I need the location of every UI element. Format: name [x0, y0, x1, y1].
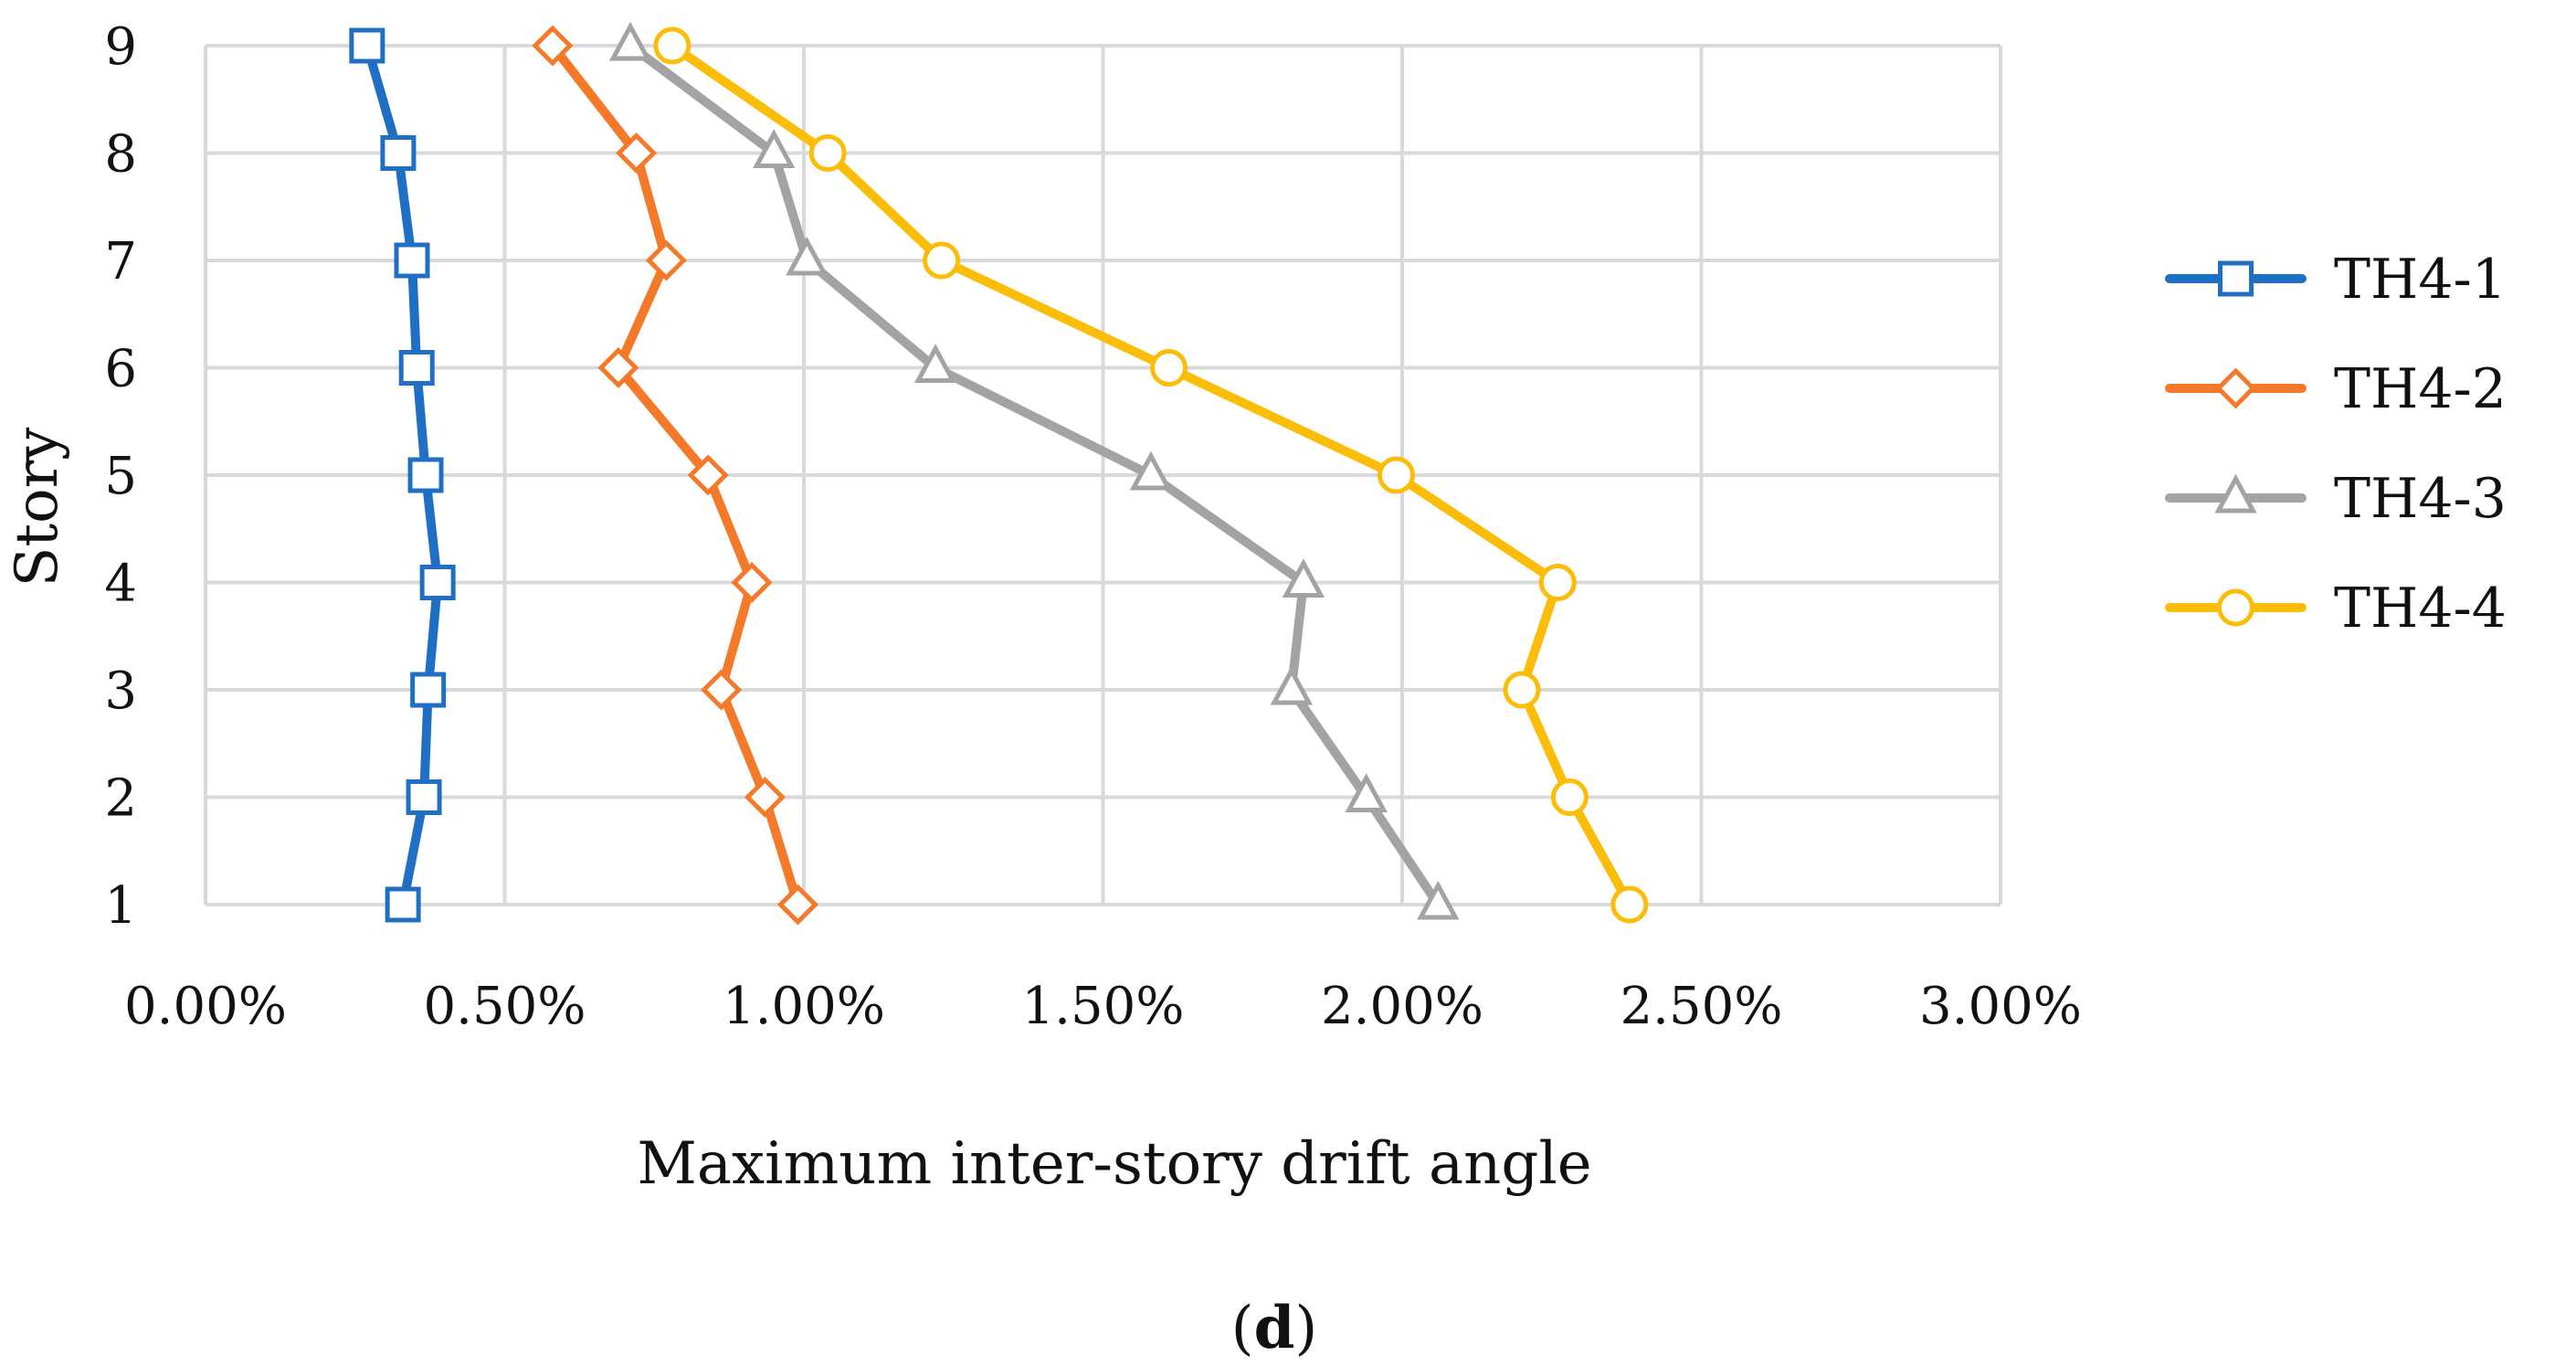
legend-label: TH4-3	[2334, 467, 2507, 531]
legend-item: TH4-3	[2165, 467, 2507, 531]
series-th4-1	[349, 27, 456, 923]
y-tick-label: 7	[104, 232, 137, 291]
data-point-square	[385, 886, 421, 923]
y-tick-label: 2	[104, 769, 137, 829]
data-point-triangle	[1129, 450, 1173, 491]
data-point-square	[380, 135, 417, 171]
data-point-circle	[1150, 349, 1188, 387]
legend: TH4-1 TH4-2 TH4-3 TH4-4	[2165, 248, 2507, 641]
data-point-triangle	[753, 129, 796, 168]
data-point-square	[419, 565, 456, 600]
data-point-circle	[1377, 456, 1415, 494]
grid	[204, 44, 2002, 906]
data-point-diamond	[616, 132, 658, 175]
data-point-square	[406, 779, 442, 815]
legend-marker-triangle	[2214, 473, 2257, 514]
x-tick-label: 0.00%	[124, 977, 287, 1036]
data-point-circle	[1538, 564, 1577, 601]
legend-item: TH4-2	[2165, 357, 2507, 421]
data-point-circle	[1550, 778, 1589, 816]
series-th4-2	[532, 25, 818, 926]
y-tick-label: 1	[104, 876, 137, 936]
data-point-triangle	[608, 21, 652, 61]
data-point-triangle	[1282, 558, 1325, 598]
data-point-diamond	[645, 239, 687, 281]
series-th4-4	[653, 26, 1649, 924]
legend-marker-circle	[2217, 588, 2254, 627]
y-tick-label: 5	[104, 447, 137, 506]
x-tick-label: 2.50%	[1621, 977, 1783, 1036]
x-tick-label: 1.00%	[723, 977, 885, 1036]
y-axis-ticks: 1 2 3 4 5 6 7 8 9	[104, 17, 137, 936]
y-tick-label: 9	[104, 17, 137, 77]
data-point-triangle	[786, 236, 829, 276]
data-point-diamond	[776, 884, 818, 926]
legend-label: TH4-1	[2334, 248, 2507, 312]
y-tick-label: 3	[104, 662, 137, 721]
data-point-diamond	[744, 776, 786, 819]
legend-item: TH4-1	[2165, 248, 2507, 312]
data-point-triangle	[1270, 665, 1314, 705]
data-point-diamond	[731, 561, 773, 604]
series-lines	[349, 21, 1649, 926]
y-tick-label: 4	[104, 555, 137, 614]
data-point-diamond	[701, 669, 743, 711]
data-point-triangle	[1345, 773, 1388, 812]
legend-marker-diamond	[2214, 367, 2257, 409]
x-tick-label: 3.00%	[1919, 977, 2082, 1036]
caption-open-paren: (	[1231, 1295, 1254, 1362]
legend-item: TH4-4	[2165, 577, 2507, 641]
data-point-diamond	[687, 454, 729, 496]
data-point-square	[407, 457, 444, 493]
data-point-square	[394, 242, 430, 279]
data-point-square	[410, 672, 447, 708]
data-point-diamond	[532, 25, 574, 67]
data-point-circle	[1610, 885, 1649, 924]
data-point-circle	[923, 241, 961, 280]
data-point-square	[398, 350, 435, 386]
x-axis-title: Maximum inter-story drift angle	[637, 1130, 1591, 1198]
caption-close-paren: )	[1294, 1295, 1317, 1362]
data-point-triangle	[913, 344, 957, 383]
data-point-circle	[1503, 671, 1541, 709]
caption-letter: d	[1254, 1294, 1295, 1362]
figure-caption: (d)	[1231, 1294, 1318, 1362]
x-tick-label: 0.50%	[424, 977, 586, 1036]
data-point-diamond	[597, 346, 639, 389]
y-tick-label: 8	[104, 125, 137, 185]
legend-label: TH4-2	[2334, 357, 2507, 421]
y-axis-title: Story	[4, 428, 71, 588]
data-point-circle	[808, 134, 847, 172]
legend-marker-square	[2218, 260, 2254, 297]
series-th4-3	[608, 21, 1460, 920]
data-point-circle	[653, 26, 692, 65]
legend-label: TH4-4	[2334, 577, 2507, 641]
y-tick-label: 6	[104, 340, 137, 399]
x-tick-label: 1.50%	[1022, 977, 1185, 1036]
data-point-square	[349, 27, 385, 64]
data-point-triangle	[1417, 880, 1460, 920]
x-tick-label: 2.00%	[1321, 977, 1483, 1036]
x-axis-ticks: 0.00% 0.50% 1.00% 1.50% 2.00% 2.50% 3.00%	[124, 977, 2082, 1036]
